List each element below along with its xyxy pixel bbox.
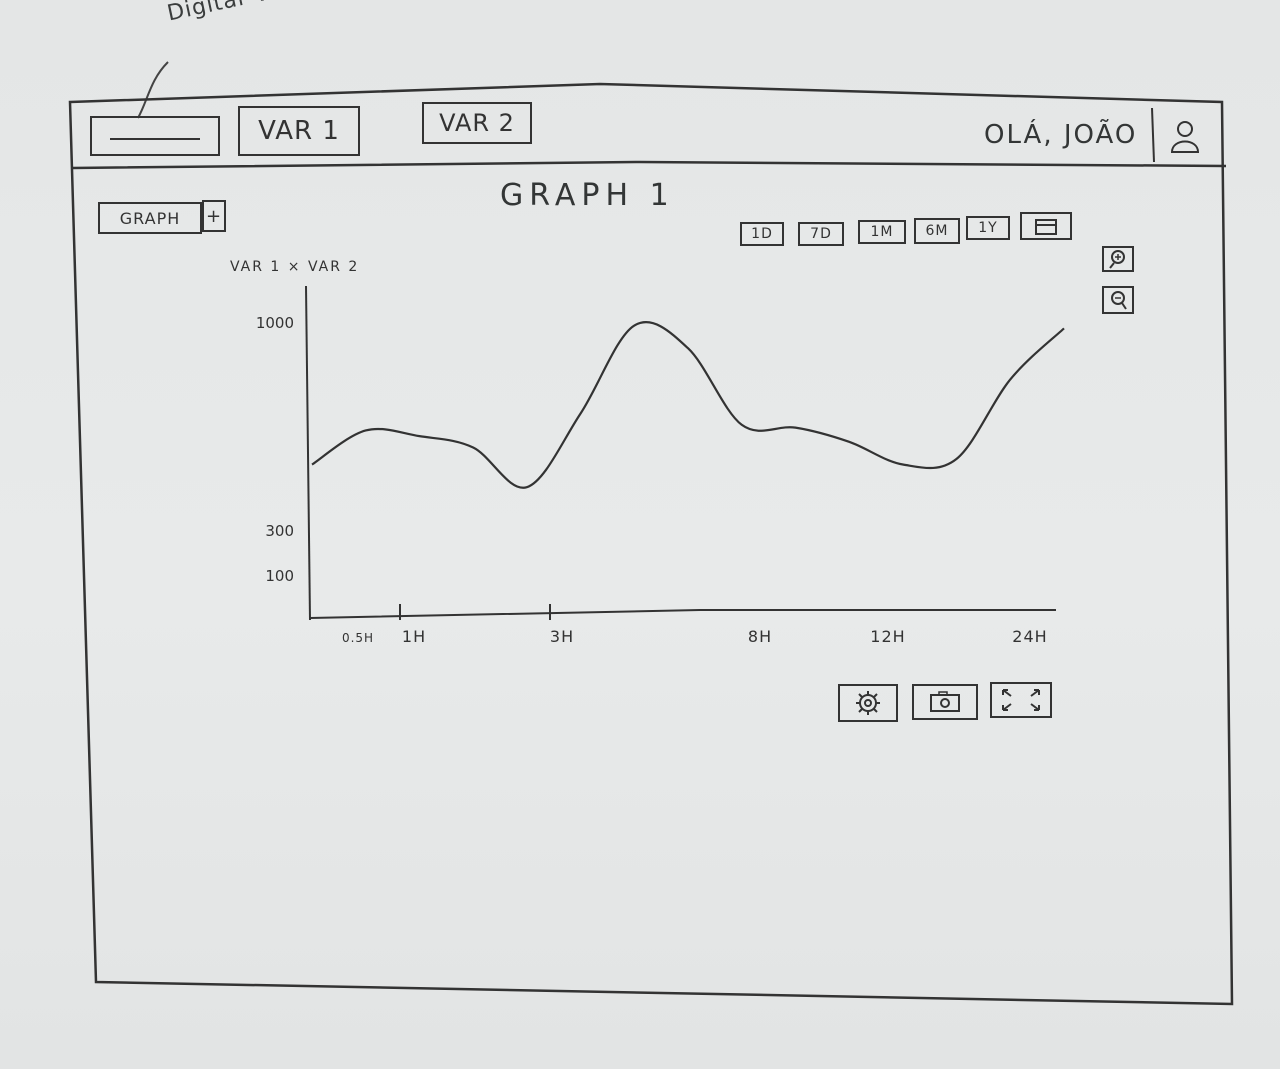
var1-button[interactable]: VAR 1 [238,106,360,156]
y-tick-label: 1000 [256,314,294,332]
greeting-text: OLÁ, JOÃO [984,120,1138,150]
chart-title: VAR 1 × VAR 2 [230,259,359,275]
range-1d-button[interactable]: 1D [740,222,784,246]
range-6m-button[interactable]: 6M [914,218,960,244]
x-tick-label: 0.5H [342,631,374,645]
x-tick-label: 12H [870,627,905,646]
add-graph-button[interactable]: + [202,200,226,232]
graph-title: GRAPH 1 [500,178,675,213]
x-tick-label: 24H [1012,627,1047,646]
graph-tab[interactable]: GRAPH [98,202,202,234]
y-tick-label: 100 [265,567,294,585]
zoom-in-button[interactable] [1102,246,1134,272]
var2-button[interactable]: VAR 2 [422,102,532,144]
variable-input-value [110,138,200,140]
x-tick-label: 8H [748,627,772,646]
variable-input[interactable] [90,116,220,156]
x-axis [309,609,1056,619]
settings-button[interactable] [838,684,898,722]
x-tick-label: 3H [550,627,574,646]
zoom-in-icon [1109,250,1125,269]
expand-icon [1002,689,1040,711]
range-1m-button[interactable]: 1M [858,220,906,244]
y-tick-label: 300 [265,522,294,540]
x-tick-label: 1H [402,627,426,646]
zoom-out-button[interactable] [1102,286,1134,314]
y-axis [305,285,311,621]
calendar-icon [1035,219,1057,235]
camera-icon [930,691,960,712]
range-1y-button[interactable]: 1Y [966,216,1010,240]
screenshot-button[interactable] [912,684,978,720]
zoom-out-icon [1111,291,1127,310]
range-7d-button[interactable]: 7D [798,222,844,246]
series-line [311,321,1065,489]
calendar-button[interactable] [1020,212,1072,240]
gear-icon [856,691,880,715]
user-icon[interactable] [1168,118,1204,156]
fullscreen-button[interactable] [990,682,1052,718]
